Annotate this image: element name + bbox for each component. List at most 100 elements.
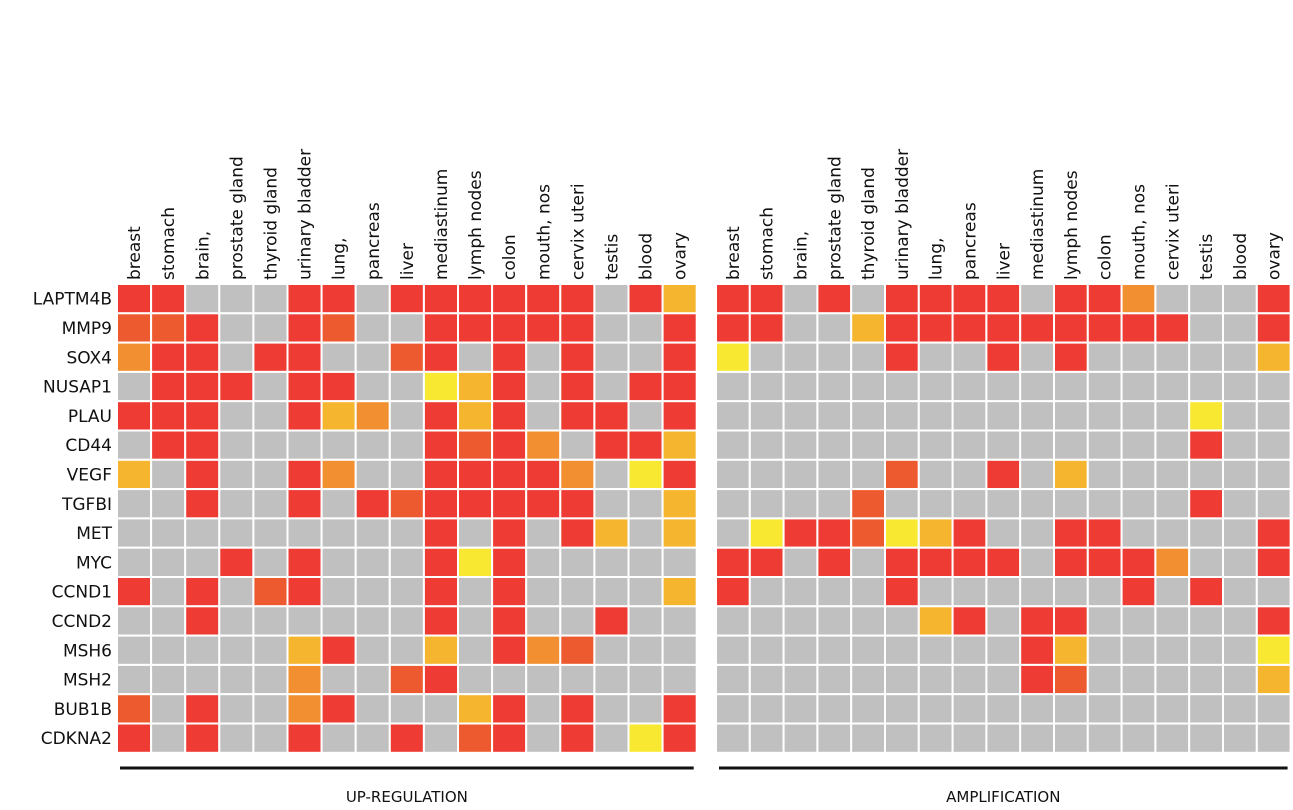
- heatmap-cell: [525, 312, 562, 344]
- heatmap-cell: [116, 400, 153, 432]
- heatmap-cell: [559, 722, 596, 754]
- heatmap-cell: [1086, 693, 1123, 725]
- heatmap-cell: [286, 693, 323, 725]
- heatmap-cell: [1154, 576, 1191, 608]
- heatmap-cell: [1019, 488, 1056, 520]
- heatmap-cell: [917, 400, 954, 432]
- heatmap-cell: [320, 722, 357, 754]
- heatmap-cell: [457, 693, 494, 725]
- heatmap-cell: [593, 605, 630, 637]
- heatmap-cell: [116, 634, 153, 666]
- heatmap-cell: [218, 517, 255, 549]
- heatmap-cell: [388, 312, 425, 344]
- heatmap-cell: [884, 370, 920, 403]
- column-label: urinary bladder: [296, 149, 316, 280]
- heatmap-cell: [816, 488, 853, 520]
- heatmap-cell: [1053, 458, 1089, 491]
- heatmap-cell: [286, 283, 323, 315]
- heatmap-cell: [252, 722, 289, 754]
- heatmap-cell: [884, 722, 920, 754]
- heatmap-cell: [491, 458, 528, 491]
- heatmap-cell: [218, 546, 255, 579]
- heatmap-cell: [388, 341, 425, 373]
- heatmap-cell: [286, 605, 323, 637]
- heatmap-cell: [525, 605, 562, 637]
- heatmap-cell: [320, 576, 357, 608]
- heatmap-cell: [354, 312, 391, 344]
- heatmap-cell: [917, 312, 954, 344]
- heatmap-cell: [1053, 693, 1089, 725]
- column-label: mediastinum: [1028, 169, 1048, 280]
- heatmap-cell: [252, 400, 289, 432]
- heatmap-cell: [661, 341, 698, 373]
- heatmap-cell: [917, 370, 954, 403]
- heatmap-cell: [320, 370, 357, 403]
- column-label: ovary: [671, 232, 691, 280]
- heatmap-cell: [1188, 576, 1224, 608]
- heatmap-cell: [218, 576, 255, 608]
- heatmap-cell: [951, 458, 988, 491]
- column-label: breast: [125, 226, 145, 280]
- heatmap-cell: [1120, 341, 1157, 373]
- heatmap-cell: [951, 634, 988, 666]
- heatmap-cell: [1019, 605, 1056, 637]
- heatmap-cell: [354, 605, 391, 637]
- heatmap-cell: [850, 517, 887, 549]
- heatmap-cell: [286, 370, 323, 403]
- column-label: brain,: [792, 231, 812, 280]
- heatmap-cell: [491, 663, 528, 696]
- heatmap-cell: [593, 576, 630, 608]
- heatmap-cell: [252, 341, 289, 373]
- heatmap-cell: [116, 663, 153, 696]
- heatmap-cell: [748, 546, 785, 579]
- heatmap-cell: [457, 283, 494, 315]
- heatmap-cell: [388, 283, 425, 315]
- heatmap-cell: [286, 429, 323, 461]
- heatmap-cell: [525, 546, 562, 579]
- heatmap-cell: [715, 458, 751, 491]
- heatmap-cell: [457, 312, 494, 344]
- heatmap-cell: [816, 634, 853, 666]
- heatmap-cell: [286, 400, 323, 432]
- heatmap-cell: [457, 605, 494, 637]
- heatmap-cell: [661, 312, 698, 344]
- heatmap-cell: [1086, 400, 1123, 432]
- heatmap-cell: [354, 546, 391, 579]
- heatmap-cell: [627, 458, 664, 491]
- heatmap-cell: [1019, 341, 1056, 373]
- heatmap-cell: [748, 341, 785, 373]
- heatmap-cell: [1019, 634, 1056, 666]
- heatmap-cell: [1154, 458, 1191, 491]
- heatmap-cell: [661, 400, 698, 432]
- column-label: liver: [994, 243, 1014, 280]
- row-label: MSH6: [63, 641, 112, 661]
- heatmap-cell: [951, 312, 988, 344]
- heatmap-cell: [985, 546, 1022, 579]
- heatmap-cell: [985, 517, 1022, 549]
- heatmap-cell: [388, 370, 425, 403]
- heatmap-cell: [422, 722, 459, 754]
- heatmap-cell: [593, 312, 630, 344]
- row-label: CD44: [65, 436, 112, 456]
- heatmap-cell: [850, 312, 887, 344]
- heatmap-cell: [661, 693, 698, 725]
- heatmap-cell: [715, 429, 751, 461]
- heatmap-cell: [559, 517, 596, 549]
- heatmap-cell: [748, 283, 785, 315]
- heatmap-cell: [116, 429, 153, 461]
- heatmap-cell: [917, 663, 954, 696]
- heatmap-cell: [286, 341, 323, 373]
- heatmap-cell: [593, 370, 630, 403]
- heatmap-cell: [715, 546, 751, 579]
- heatmap-cell: [422, 663, 459, 696]
- heatmap-cell: [422, 576, 459, 608]
- heatmap-cell: [491, 634, 528, 666]
- row-label: NUSAP1: [43, 378, 112, 398]
- heatmap-cell: [782, 722, 819, 754]
- heatmap-cell: [1053, 663, 1089, 696]
- heatmap-cell: [985, 370, 1022, 403]
- heatmap-cell: [1188, 488, 1224, 520]
- heatmap-cell: [422, 634, 459, 666]
- heatmap-cell: [1120, 517, 1157, 549]
- heatmap-cell: [559, 693, 596, 725]
